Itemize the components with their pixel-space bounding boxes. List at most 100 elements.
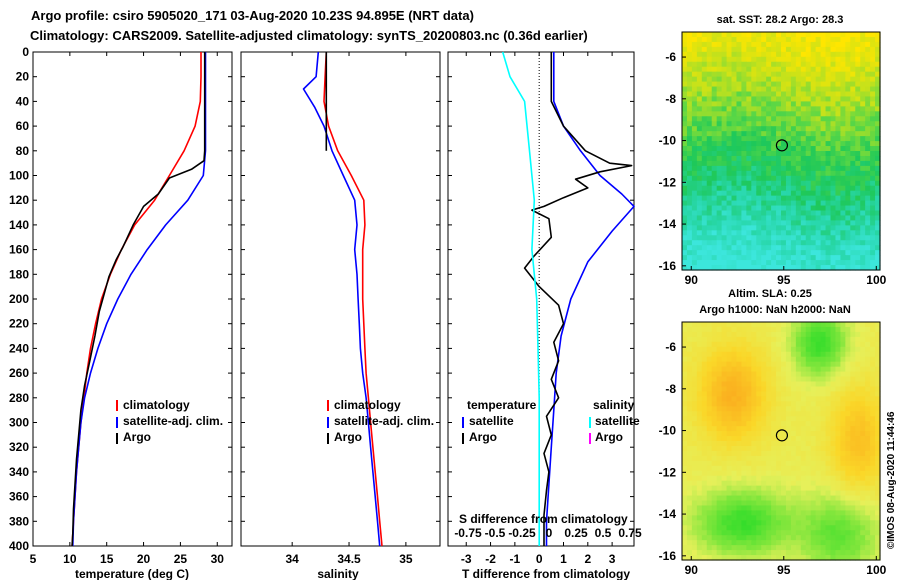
heatmap-cell <box>865 550 871 556</box>
heatmap-cell <box>810 215 817 222</box>
heatmap-cell <box>795 245 802 251</box>
heatmap-cell <box>870 116 876 122</box>
heatmap-cell <box>751 341 757 348</box>
heatmap-cell <box>795 116 802 122</box>
heatmap-cell <box>875 190 881 197</box>
heatmap-cell <box>825 210 832 217</box>
heatmap-cell <box>860 555 866 561</box>
heatmap-cell <box>761 61 767 68</box>
heatmap-cell <box>790 165 797 172</box>
heatmap-cell <box>785 336 792 343</box>
heatmap-cell <box>835 351 841 358</box>
heatmap-cell <box>830 200 837 207</box>
heatmap-cell <box>741 255 747 261</box>
heatmap-cell <box>682 230 688 236</box>
heatmap-cell <box>785 515 792 521</box>
heatmap-cell <box>682 71 688 78</box>
heatmap-cell <box>682 32 688 38</box>
x-tick-label: 1 <box>560 552 567 566</box>
heatmap-cell <box>766 205 772 212</box>
heatmap-cell <box>696 71 703 78</box>
heatmap-cell <box>805 540 812 546</box>
heatmap-cell <box>726 160 733 167</box>
heatmap-cell <box>761 86 767 93</box>
heatmap-cell <box>696 240 703 246</box>
heatmap-cell <box>716 460 723 467</box>
heatmap-cell <box>825 485 832 492</box>
heatmap-cell <box>855 336 861 343</box>
heatmap-cell <box>761 366 767 373</box>
heatmap-cell <box>845 436 851 442</box>
heatmap-cell <box>830 371 837 378</box>
heatmap-cell <box>686 255 693 261</box>
heatmap-cell <box>840 200 846 207</box>
heatmap-cell <box>756 431 762 437</box>
heatmap-cell <box>731 455 738 462</box>
heatmap-cell <box>790 555 797 561</box>
heatmap-cell <box>686 175 693 182</box>
heatmap-cell <box>825 475 832 482</box>
heatmap-cell <box>691 220 698 226</box>
heatmap-cell <box>736 205 742 212</box>
heatmap-cell <box>776 235 782 241</box>
heatmap-cell <box>835 465 841 472</box>
heatmap-cell <box>756 416 762 422</box>
heatmap-cell <box>682 245 688 251</box>
heatmap-cell <box>835 341 841 348</box>
heatmap-cell <box>741 200 747 207</box>
heatmap-cell <box>825 32 832 38</box>
heatmap-cell <box>815 505 822 512</box>
heatmap-cell <box>771 535 777 541</box>
heatmap-cell <box>721 545 728 551</box>
heatmap-cell <box>686 326 693 333</box>
heatmap-cell <box>830 450 837 457</box>
heatmap-cell <box>850 116 856 122</box>
heatmap-cell <box>721 260 728 266</box>
heatmap-cell <box>820 141 827 147</box>
heatmap-cell <box>820 470 827 477</box>
heatmap-cell <box>706 71 713 78</box>
heatmap-cell <box>686 146 693 152</box>
heatmap-cell <box>686 500 693 507</box>
heatmap-cell <box>825 455 832 462</box>
heatmap-cell <box>736 356 742 363</box>
heatmap-cell <box>855 545 861 551</box>
heatmap-cell <box>761 336 767 343</box>
heatmap-cell <box>845 195 851 202</box>
heatmap-cell <box>696 426 703 432</box>
heatmap-cell <box>800 91 807 98</box>
heatmap-cell <box>706 465 713 472</box>
heatmap-cell <box>721 51 728 58</box>
heatmap-cell <box>800 250 807 256</box>
heatmap-cell <box>741 450 747 457</box>
heatmap-cell <box>726 265 733 271</box>
heatmap-cell <box>790 175 797 182</box>
heatmap-cell <box>761 111 767 117</box>
heatmap-cell <box>711 351 718 358</box>
heatmap-cell <box>810 121 817 127</box>
heatmap-cell <box>711 245 718 251</box>
heatmap-cell <box>785 376 792 383</box>
heatmap-cell <box>785 36 792 43</box>
heatmap-cell <box>751 331 757 338</box>
heatmap-cell <box>711 500 718 507</box>
heatmap-cell <box>766 136 772 142</box>
heatmap-cell <box>751 386 757 393</box>
heatmap-cell <box>686 230 693 236</box>
heatmap-cell <box>706 101 713 107</box>
heatmap-cell <box>820 116 827 122</box>
heatmap-cell <box>706 51 713 58</box>
heatmap-cell <box>795 96 802 103</box>
heatmap-cell <box>761 195 767 202</box>
heatmap-cell <box>711 136 718 142</box>
heatmap-cell <box>741 265 747 271</box>
heatmap-cell <box>875 381 881 388</box>
heatmap-cell <box>731 46 738 53</box>
heatmap-cell <box>716 485 723 492</box>
heatmap-cell <box>820 505 827 512</box>
heatmap-cell <box>682 530 688 536</box>
heatmap-cell <box>870 555 876 561</box>
heatmap-cell <box>711 460 718 467</box>
heatmap-cell <box>805 445 812 452</box>
heatmap-cell <box>746 96 752 103</box>
